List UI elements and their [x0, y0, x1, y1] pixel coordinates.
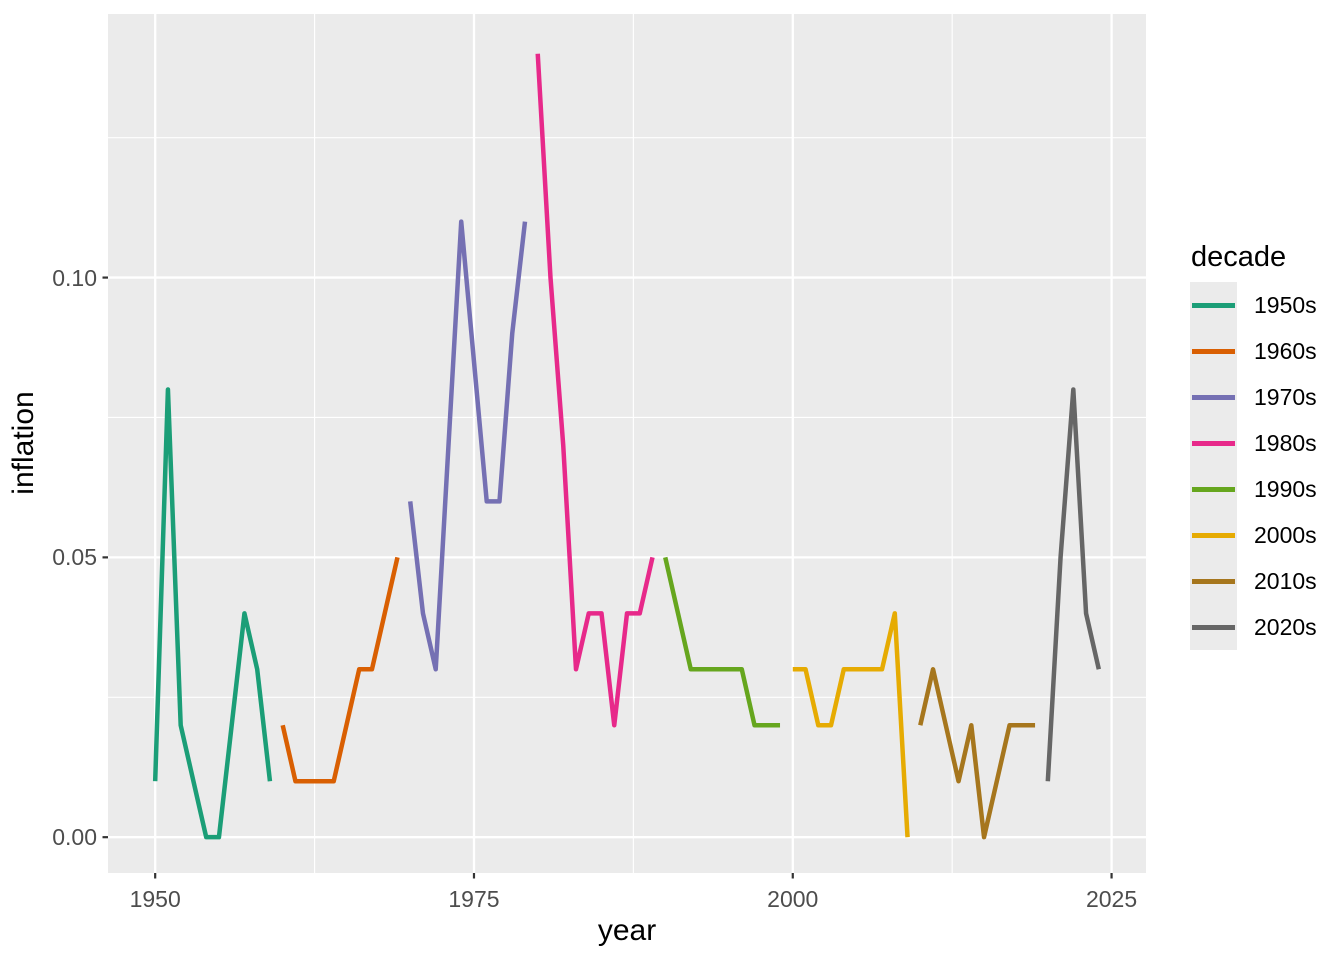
legend-label: 1990s — [1254, 475, 1317, 502]
legend-key-1970s — [1190, 374, 1237, 420]
legend-label: 2010s — [1254, 567, 1317, 594]
legend-item-1980s: 1980s — [1190, 420, 1317, 466]
x-tick-label: 1975 — [448, 886, 500, 912]
legend-label: 1970s — [1254, 383, 1317, 410]
series-line-1950s — [152, 387, 273, 840]
legend: decade 1950s 1960s 1970s 1980s 1990s 2000s 201… — [1190, 240, 1317, 650]
legend-key-1990s — [1190, 466, 1237, 512]
series-line-1980s — [535, 53, 655, 728]
x-tick-label: 1950 — [129, 886, 181, 912]
legend-label: 1980s — [1254, 429, 1317, 456]
y-tick-label: 0.00 — [52, 824, 97, 851]
legend-key-line-icon — [1192, 624, 1235, 630]
legend-key-line-icon — [1192, 440, 1235, 446]
legend-key-1950s — [1190, 282, 1237, 328]
legend-items: 1950s 1960s 1970s 1980s 1990s 2000s 2010s 2020s — [1190, 282, 1317, 650]
legend-key-1980s — [1190, 420, 1237, 466]
legend-title: decade — [1191, 241, 1287, 273]
legend-item-2010s: 2010s — [1190, 558, 1317, 604]
y-tick-label: 0.10 — [52, 264, 97, 291]
series-line-2010s — [918, 667, 1036, 840]
legend-item-1970s: 1970s — [1190, 374, 1317, 420]
x-tick-label: 2000 — [767, 886, 819, 912]
legend-label: 1960s — [1254, 337, 1317, 364]
legend-key-1960s — [1190, 328, 1237, 374]
legend-label: 2020s — [1254, 613, 1317, 640]
legend-key-line-icon — [1192, 302, 1235, 308]
legend-key-line-icon — [1192, 348, 1235, 354]
x-tick-label: 2025 — [1085, 886, 1138, 912]
legend-item-1990s: 1990s — [1190, 466, 1317, 512]
series-line-2000s — [792, 611, 910, 838]
legend-key-line-icon — [1192, 394, 1235, 400]
series-line-1970s — [407, 219, 528, 672]
series-line-2020s — [1045, 387, 1102, 782]
legend-item-1950s: 1950s — [1190, 282, 1317, 328]
legend-key-2020s — [1190, 604, 1237, 650]
legend-item-2020s: 2020s — [1190, 604, 1317, 650]
series-line-1990s — [663, 556, 781, 728]
legend-label: 1950s — [1254, 291, 1317, 318]
legend-item-1960s: 1960s — [1190, 328, 1317, 374]
legend-key-line-icon — [1192, 486, 1235, 492]
x-axis-title: year — [597, 914, 657, 947]
legend-label: 2000s — [1254, 521, 1317, 548]
y-axis-title: inflation — [7, 391, 40, 495]
legend-key-2010s — [1190, 558, 1237, 604]
legend-item-2000s: 2000s — [1190, 512, 1317, 558]
legend-key-line-icon — [1192, 578, 1235, 584]
legend-key-line-icon — [1192, 532, 1235, 538]
y-tick-label: 0.05 — [52, 544, 97, 571]
series-line-1960s — [280, 556, 400, 784]
legend-key-2000s — [1190, 512, 1237, 558]
